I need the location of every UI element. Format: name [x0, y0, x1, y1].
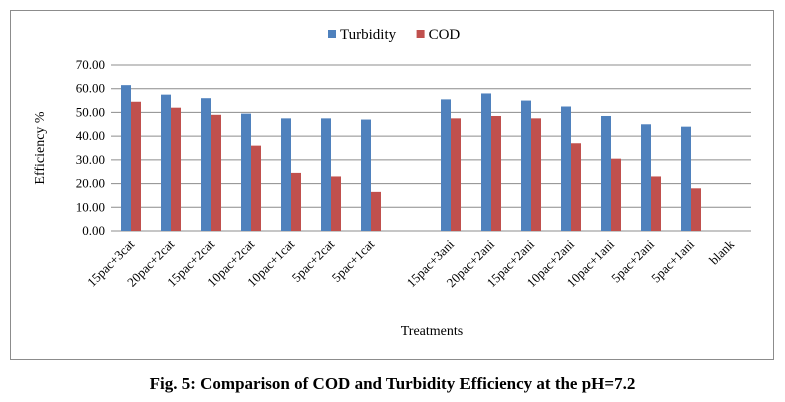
x-tick-label: 5pac+1ani [648, 236, 697, 285]
bar-cod [571, 143, 581, 231]
bar-turbidity [441, 99, 451, 231]
y-tick-label: 70.00 [76, 57, 105, 72]
y-tick-label: 20.00 [76, 176, 105, 191]
bar-cod [651, 176, 661, 231]
bar-cod [331, 176, 341, 231]
bar-turbidity [681, 126, 691, 231]
figure-caption: Fig. 5: Comparison of COD and Turbidity … [149, 374, 636, 393]
bar-turbidity [241, 113, 251, 231]
bars [121, 85, 701, 232]
chart-svg: Turbidity COD 0.00 10.00 20.00 30.00 40.00 50.… [33, 27, 751, 339]
legend-swatch [328, 30, 336, 38]
bar-turbidity [201, 98, 211, 231]
y-axis-title: Efficiency % [33, 111, 48, 185]
bar-cod [291, 172, 301, 231]
bar-cod [451, 118, 461, 231]
bar-turbidity [601, 115, 611, 231]
bar-cod [491, 115, 501, 231]
chart-frame: Turbidity COD 0.00 10.00 20.00 30.00 40.00 50.… [10, 10, 774, 360]
y-tick-label: 30.00 [76, 152, 105, 167]
bar-turbidity [281, 118, 291, 231]
legend-label: Turbidity [340, 27, 397, 43]
y-tick-label: 0.00 [82, 223, 105, 238]
x-tick-label: blank [706, 236, 737, 267]
bar-cod [211, 114, 221, 231]
bar-cod [131, 101, 141, 231]
legend: Turbidity COD [328, 27, 460, 43]
x-tick-label: 5pac+2cat [289, 236, 338, 285]
bar-turbidity [361, 119, 371, 231]
x-axis-title: Treatments [401, 324, 463, 339]
bar-turbidity [561, 106, 571, 231]
x-tick-labels: 15pac+3cat20pac+2cat15pac+2cat10pac+2cat… [84, 236, 737, 290]
y-tick-label: 40.00 [76, 128, 105, 143]
x-tick-label: 5pac+1cat [329, 236, 378, 285]
bar-cod [171, 107, 181, 231]
bar-turbidity [321, 118, 331, 231]
y-tick-labels: 0.00 10.00 20.00 30.00 40.00 50.00 60.00 70.00 [76, 57, 105, 238]
bar-cod [531, 118, 541, 231]
y-tick-label: 50.00 [76, 104, 105, 119]
bar-turbidity [161, 94, 171, 232]
y-tick-label: 60.00 [76, 81, 105, 96]
bar-turbidity [481, 93, 491, 231]
bar-turbidity [121, 85, 131, 232]
bar-cod [251, 145, 261, 231]
bar-cod [691, 188, 701, 231]
legend-swatch [416, 30, 425, 38]
bar-turbidity [521, 100, 531, 231]
bar-cod [371, 191, 381, 231]
legend-label: COD [429, 27, 461, 43]
bar-turbidity [641, 124, 651, 231]
y-tick-label: 10.00 [76, 199, 105, 214]
bar-cod [611, 158, 621, 231]
